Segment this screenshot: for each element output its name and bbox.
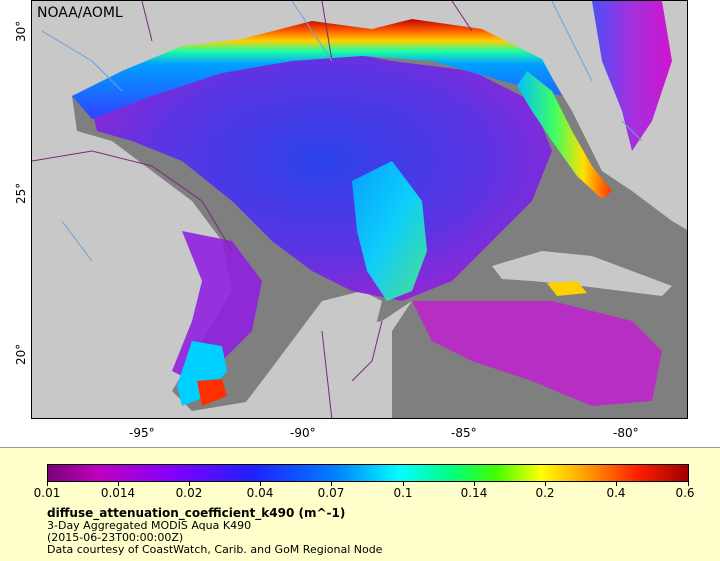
variable-name: diffuse_attenuation_coefficient_k490 (m^… bbox=[47, 506, 346, 520]
map-panel: NOAA/AOML bbox=[31, 0, 688, 419]
northern-shelf-water bbox=[72, 19, 562, 119]
colorbar-tick: 0.1 bbox=[393, 486, 413, 500]
cuba-shelf-water bbox=[547, 281, 587, 296]
colorbar-tick: 0.01 bbox=[33, 486, 61, 500]
colorbar-tick: 0.04 bbox=[246, 486, 274, 500]
colorbar bbox=[47, 464, 689, 482]
campeche-coastal-water bbox=[177, 341, 227, 406]
colorbar-tick: 0.14 bbox=[460, 486, 488, 500]
yucatan-land bbox=[233, 291, 382, 418]
lon-tick-90: -90° bbox=[290, 426, 316, 440]
cuba-land bbox=[492, 251, 672, 296]
legend-panel: 0.01 0.014 0.02 0.04 0.07 0.1 0.14 0.2 0… bbox=[0, 447, 720, 561]
time-stamp: (2015-06-23T00:00:00Z) bbox=[47, 531, 184, 544]
lon-tick-85: -85° bbox=[451, 426, 477, 440]
data-courtesy: Data courtesy of CoastWatch, Carib. and … bbox=[47, 543, 383, 556]
product-name: 3-Day Aggregated MODIS Aqua K490 bbox=[47, 519, 252, 532]
credit-label: NOAA/AOML bbox=[37, 5, 123, 21]
caribbean-water bbox=[412, 301, 662, 406]
campeche-red-water bbox=[197, 379, 227, 406]
florida-shelf-water bbox=[517, 71, 612, 199]
lat-tick-30: 30° bbox=[14, 20, 28, 42]
loop-current-water bbox=[352, 161, 427, 301]
rivers bbox=[41, 1, 643, 262]
atlantic-water bbox=[592, 1, 672, 151]
colorbar-tick: 0.02 bbox=[175, 486, 203, 500]
lat-tick-20: 20° bbox=[14, 343, 28, 365]
colorbar-tick: 0.6 bbox=[675, 486, 695, 500]
colorbar-tick: 0.4 bbox=[606, 486, 626, 500]
colorbar-tick: 0.07 bbox=[317, 486, 345, 500]
colorbar-tick: 0.2 bbox=[535, 486, 555, 500]
lon-tick-95: -95° bbox=[129, 426, 155, 440]
gulf-center-water bbox=[92, 46, 552, 301]
k490-map bbox=[32, 1, 687, 418]
lon-tick-80: -80° bbox=[613, 426, 639, 440]
colorbar-tick: 0.014 bbox=[100, 486, 136, 500]
lat-tick-25: 25° bbox=[14, 182, 28, 204]
borders bbox=[32, 1, 473, 418]
